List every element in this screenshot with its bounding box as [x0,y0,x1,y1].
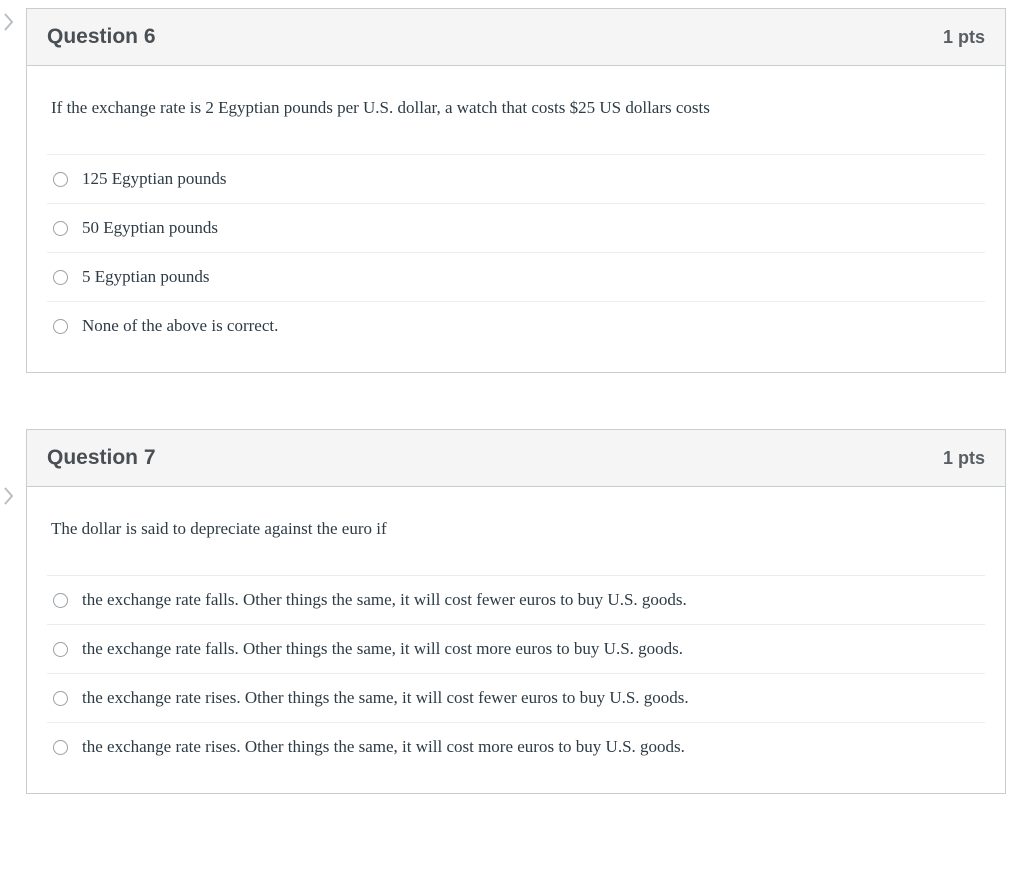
question-header: Question 6 1 pts [27,9,1005,66]
radio-icon[interactable] [53,691,68,706]
option-row[interactable]: None of the above is correct. [47,301,985,350]
option-row[interactable]: 125 Egyptian pounds [47,154,985,203]
option-label[interactable]: the exchange rate falls. Other things th… [82,639,683,659]
option-row[interactable]: the exchange rate falls. Other things th… [47,575,985,624]
nav-chevron-icon[interactable] [2,12,16,32]
option-label[interactable]: the exchange rate rises. Other things th… [82,737,685,757]
option-row[interactable]: the exchange rate falls. Other things th… [47,624,985,673]
radio-icon[interactable] [53,593,68,608]
question-card: Question 7 1 pts The dollar is said to d… [26,429,1006,794]
question-points: 1 pts [943,448,985,469]
question-prompt: The dollar is said to depreciate against… [47,519,985,571]
question-title: Question 6 [47,25,156,49]
radio-icon[interactable] [53,172,68,187]
option-label[interactable]: 125 Egyptian pounds [82,169,227,189]
question-body: If the exchange rate is 2 Egyptian pound… [27,66,1005,372]
option-label[interactable]: None of the above is correct. [82,316,278,336]
options-list: the exchange rate falls. Other things th… [47,571,985,771]
option-row[interactable]: the exchange rate rises. Other things th… [47,722,985,771]
radio-icon[interactable] [53,319,68,334]
question-prompt: If the exchange rate is 2 Egyptian pound… [47,98,985,150]
radio-icon[interactable] [53,221,68,236]
options-list: 125 Egyptian pounds 50 Egyptian pounds 5… [47,150,985,350]
option-label[interactable]: 50 Egyptian pounds [82,218,218,238]
option-label[interactable]: the exchange rate rises. Other things th… [82,688,689,708]
option-row[interactable]: the exchange rate rises. Other things th… [47,673,985,722]
option-label[interactable]: the exchange rate falls. Other things th… [82,590,687,610]
question-card: Question 6 1 pts If the exchange rate is… [26,8,1006,373]
radio-icon[interactable] [53,642,68,657]
question-header: Question 7 1 pts [27,430,1005,487]
question-title: Question 7 [47,446,156,470]
option-row[interactable]: 50 Egyptian pounds [47,203,985,252]
nav-chevron-icon[interactable] [2,486,16,506]
radio-icon[interactable] [53,270,68,285]
question-points: 1 pts [943,27,985,48]
option-row[interactable]: 5 Egyptian pounds [47,252,985,301]
option-label[interactable]: 5 Egyptian pounds [82,267,210,287]
question-body: The dollar is said to depreciate against… [27,487,1005,793]
radio-icon[interactable] [53,740,68,755]
